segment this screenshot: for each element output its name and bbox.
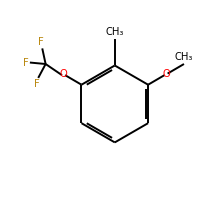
Text: O: O — [60, 69, 67, 79]
Text: F: F — [34, 79, 40, 89]
Text: CH₃: CH₃ — [106, 27, 124, 37]
Text: O: O — [162, 69, 170, 79]
Text: F: F — [23, 58, 28, 68]
Text: F: F — [38, 37, 44, 47]
Text: CH₃: CH₃ — [175, 52, 193, 62]
